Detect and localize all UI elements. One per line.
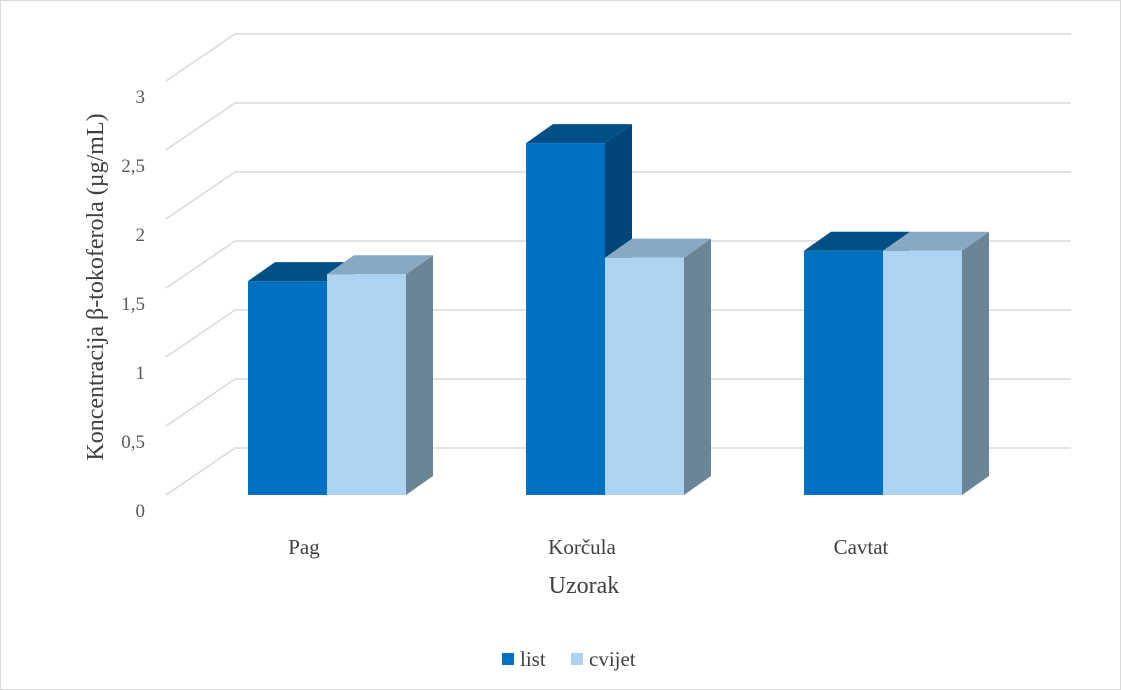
legend-item-cvijet: cvijet: [571, 647, 636, 671]
legend-label: list: [520, 647, 546, 671]
y-tick-label: 2: [136, 225, 146, 246]
legend-label: cvijet: [589, 647, 636, 671]
bar-cvijet-cavtat: [883, 231, 989, 496]
x-category-label: Cavtat: [834, 535, 889, 559]
legend-swatch: [502, 653, 514, 665]
y-tick-label: 1,5: [121, 294, 145, 315]
y-axis-ticks: 0 0,5 1 1,5 2 2,5 3: [121, 87, 145, 522]
y-tick-label: 0,5: [121, 432, 145, 453]
x-category-label: Pag: [288, 535, 320, 559]
gridline: [165, 447, 1071, 496]
bar-cvijet-pag: [327, 255, 433, 495]
gridline: [165, 33, 1071, 82]
y-tick-label: 2,5: [121, 156, 145, 177]
gridline: [165, 240, 1071, 289]
legend: list cvijet: [502, 647, 636, 671]
legend-item-list: list: [502, 647, 546, 671]
y-tick-label: 1: [136, 363, 146, 384]
bar-cvijet-korčula: [605, 238, 711, 495]
gridline: [165, 102, 1071, 151]
y-axis-title: Koncentracija β-tokoferola (µg/mL): [83, 113, 109, 460]
legend-swatch: [571, 653, 583, 665]
gridline: [165, 171, 1071, 220]
gridline: [165, 309, 1071, 358]
x-category-label: Korčula: [548, 535, 616, 559]
x-axis-title: Uzorak: [549, 573, 620, 599]
gridlines: [165, 33, 1071, 496]
bars: [248, 124, 989, 496]
gridline: [165, 378, 1071, 427]
y-tick-label: 0: [136, 501, 146, 522]
y-tick-label: 3: [136, 87, 146, 108]
x-axis-categories: Pag Korčula Cavtat: [288, 535, 888, 559]
